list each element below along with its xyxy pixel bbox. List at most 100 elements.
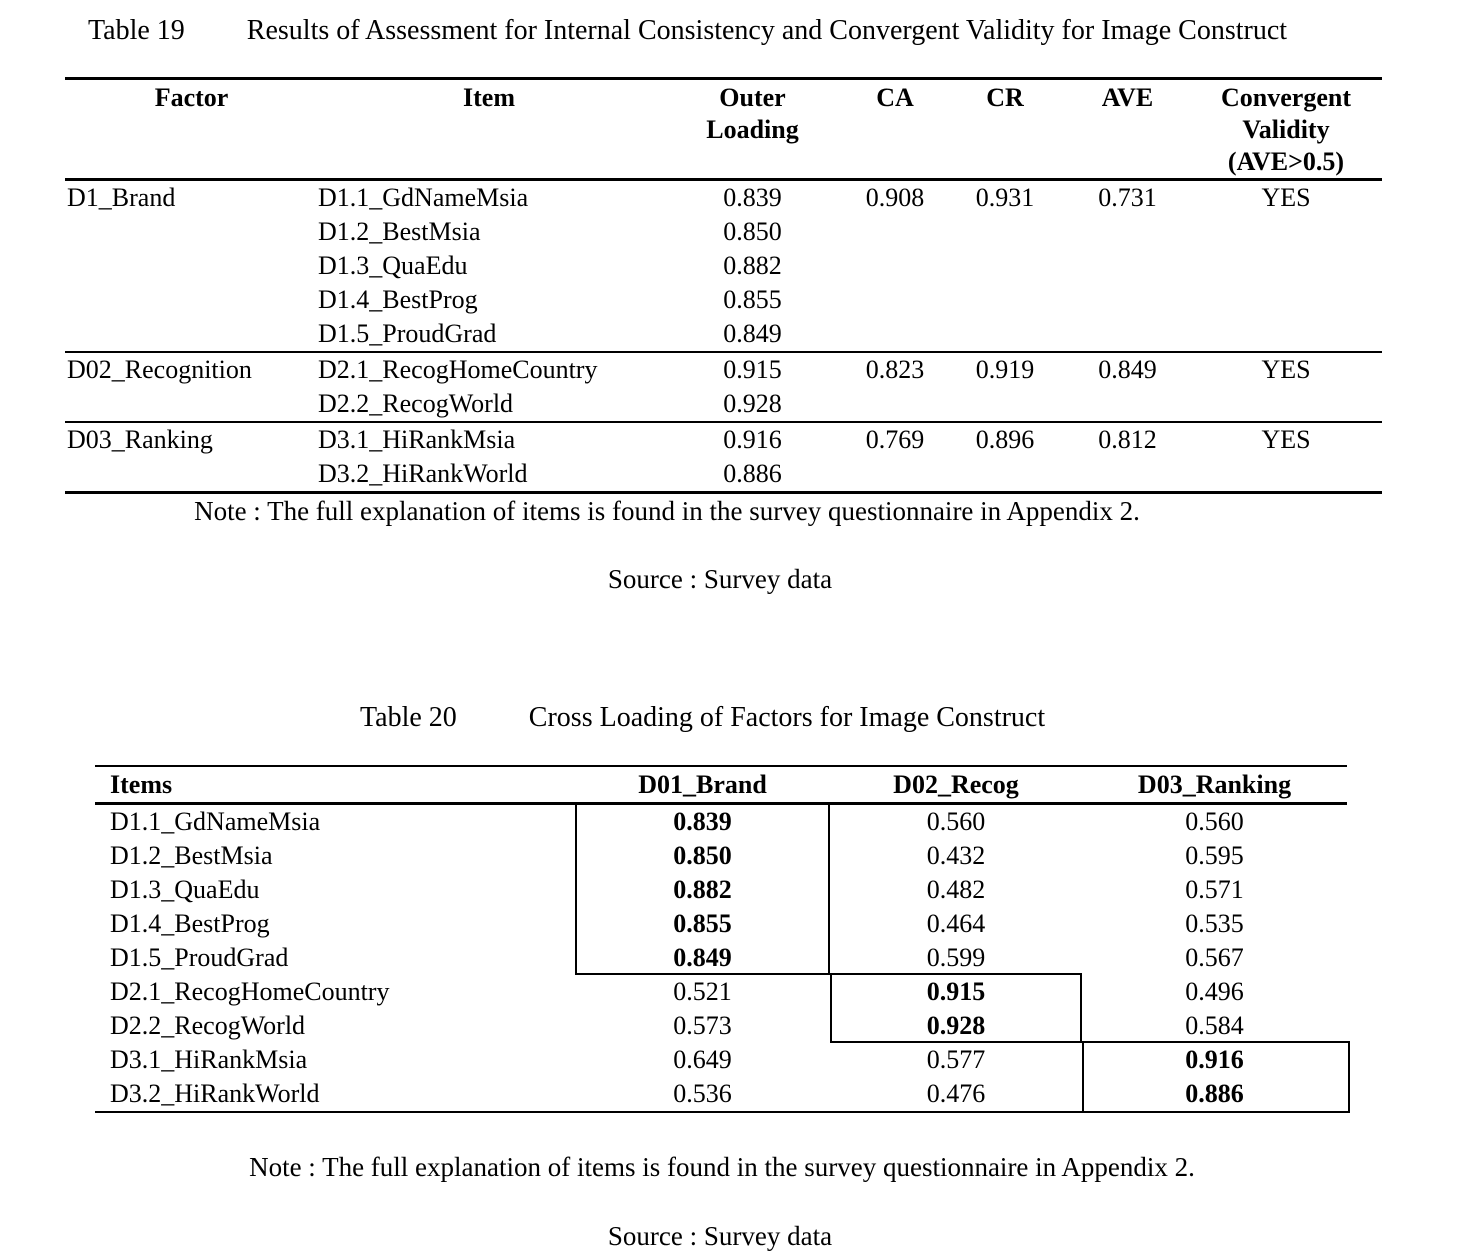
table19-header-cr: CR xyxy=(986,83,1024,112)
loading-cell: 0.928 xyxy=(926,1011,986,1040)
loading-cell: 0.839 xyxy=(673,807,732,836)
table-row: D3.2_HiRankWorld 0.536 0.476 0.886 xyxy=(95,1077,1347,1111)
item-cell: D1.2_BestMsia xyxy=(110,841,273,870)
item-cell: D1.3_QuaEdu xyxy=(318,251,468,280)
table20-body: D1.1_GdNameMsia 0.839 0.560 0.560 D1.2_BestM… xyxy=(95,805,1347,1111)
factor-cell: D1_Brand xyxy=(67,183,176,212)
loading-cell: 0.496 xyxy=(1185,977,1244,1006)
table20-header-d02-recog: D02_Recog xyxy=(893,770,1019,799)
item-cell: D2.2_RecogWorld xyxy=(110,1011,306,1040)
item-cell: D1.3_QuaEdu xyxy=(110,875,260,904)
ca-cell: 0.823 xyxy=(865,355,925,384)
table20-caption-label: Table 20 xyxy=(360,702,457,733)
table20-caption-title: Cross Loading of Factors for Image Const… xyxy=(528,702,1046,733)
item-cell: D3.2_HiRankWorld xyxy=(110,1079,320,1108)
ca-cell: 0.769 xyxy=(865,425,925,454)
outer-loading-cell: 0.850 xyxy=(723,217,782,246)
loading-cell: 0.886 xyxy=(1185,1079,1244,1108)
convergent-validity-cell: YES xyxy=(1261,183,1311,212)
loading-cell: 0.432 xyxy=(926,841,986,870)
table19-header-item: Item xyxy=(463,83,515,112)
outer-loading-cell: 0.839 xyxy=(723,183,782,212)
table20-source: Source : Survey data xyxy=(607,1221,833,1251)
table19-header-ave: AVE xyxy=(1101,83,1154,112)
outer-loading-cell: 0.916 xyxy=(723,425,782,454)
cr-cell: 0.931 xyxy=(975,183,1035,212)
item-cell: D1.2_BestMsia xyxy=(318,217,481,246)
cr-cell: 0.896 xyxy=(975,425,1035,454)
table-row: D2.2_RecogWorld 0.573 0.928 0.584 xyxy=(95,1009,1347,1043)
table-row: D1.5_ProudGrad 0.849 0.599 0.567 xyxy=(95,941,1347,975)
table19-body: D1_Brand D1.1_GdNameMsia 0.839 D1.2_BestMsi… xyxy=(65,181,1382,491)
ave-cell: 0.849 xyxy=(1098,355,1157,384)
convergent-validity-cell: YES xyxy=(1261,425,1311,454)
table20-header-d03-ranking: D03_Ranking xyxy=(1137,770,1292,799)
table-row: D1.4_BestProg 0.855 0.464 0.535 xyxy=(95,907,1347,941)
loading-cell: 0.571 xyxy=(1185,875,1244,904)
factor-group: D02_Recognition D2.1_RecogHomeCountry 0.91… xyxy=(65,351,1382,421)
item-cell: D3.1_HiRankMsia xyxy=(318,425,516,454)
table19-header-outer-loading: Outer Loading xyxy=(706,83,799,144)
loading-cell: 0.536 xyxy=(673,1079,732,1108)
table20-caption: Table 20 Cross Loading of Factors for Im… xyxy=(360,701,1045,735)
loading-cell: 0.850 xyxy=(673,841,732,870)
loading-cell: 0.849 xyxy=(673,943,732,972)
item-cell: D2.2_RecogWorld xyxy=(318,389,514,418)
item-cell: D1.5_ProudGrad xyxy=(110,943,289,972)
loading-cell: 0.521 xyxy=(673,977,732,1006)
table-row: D3.1_HiRankMsia 0.649 0.577 0.916 xyxy=(95,1043,1347,1077)
item-cell: D3.1_HiRankMsia xyxy=(110,1045,308,1074)
loading-cell: 0.476 xyxy=(926,1079,986,1108)
table20: Items D01_Brand D02_Recog D03_Ranking D1… xyxy=(95,765,1347,1113)
table19: Factor Item Outer Loading CA CR AVE Conv… xyxy=(65,77,1382,494)
item-cell: D1.1_GdNameMsia xyxy=(318,183,529,212)
factor-group: D03_Ranking D3.1_HiRankMsia 0.916 D3.2_HiRa… xyxy=(65,421,1382,491)
loading-cell: 0.567 xyxy=(1185,943,1244,972)
loading-cell: 0.464 xyxy=(926,909,986,938)
item-cell: D1.4_BestProg xyxy=(110,909,270,938)
loading-cell: 0.599 xyxy=(926,943,986,972)
loading-cell: 0.916 xyxy=(1185,1045,1244,1074)
table19-source: Source : Survey data xyxy=(607,564,833,594)
outer-loading-cell: 0.882 xyxy=(723,251,782,280)
table-row: D2.1_RecogHomeCountry 0.521 0.915 0.496 xyxy=(95,975,1347,1009)
cross-loading-box-d03-ranking xyxy=(1082,1041,1350,1113)
outer-loading-cell: 0.915 xyxy=(723,355,782,384)
table19-caption-title: Results of Assessment for Internal Consi… xyxy=(246,15,1288,46)
loading-cell: 0.560 xyxy=(926,807,986,836)
outer-loading-cell: 0.928 xyxy=(723,389,782,418)
item-cell: D1.1_GdNameMsia xyxy=(110,807,321,836)
table-row: D1.3_QuaEdu 0.882 0.482 0.571 xyxy=(95,873,1347,907)
table19-header-ca: CA xyxy=(876,83,914,112)
factor-cell: D02_Recognition xyxy=(67,355,252,384)
table20-header: Items D01_Brand D02_Recog D03_Ranking xyxy=(95,767,1347,805)
table19-caption-label: Table 19 xyxy=(88,15,185,46)
item-cell: D3.2_HiRankWorld xyxy=(318,459,528,488)
outer-loading-cell: 0.849 xyxy=(723,319,782,348)
item-cell: D1.4_BestProg xyxy=(318,285,478,314)
item-cell: D1.5_ProudGrad xyxy=(318,319,497,348)
table20-header-items: Items xyxy=(110,770,173,799)
table19-header-factor: Factor xyxy=(154,83,229,112)
loading-cell: 0.482 xyxy=(926,875,986,904)
table19-note: Note : The full explanation of items is … xyxy=(194,496,1140,526)
loading-cell: 0.560 xyxy=(1185,807,1244,836)
loading-cell: 0.915 xyxy=(926,977,986,1006)
item-cell: D2.1_RecogHomeCountry xyxy=(318,355,598,384)
ca-cell: 0.908 xyxy=(865,183,925,212)
table19-header-convergent-validity: Convergent Validity (AVE>0.5) xyxy=(1221,83,1351,176)
loading-cell: 0.595 xyxy=(1185,841,1244,870)
ave-cell: 0.812 xyxy=(1098,425,1157,454)
convergent-validity-cell: YES xyxy=(1261,355,1311,384)
cross-loading-box-d02-recog xyxy=(830,973,1082,1043)
outer-loading-cell: 0.855 xyxy=(723,285,782,314)
table20-note: Note : The full explanation of items is … xyxy=(249,1152,1195,1182)
factor-group: D1_Brand D1.1_GdNameMsia 0.839 D1.2_BestMsi… xyxy=(65,181,1382,351)
factor-cell: D03_Ranking xyxy=(67,425,213,454)
loading-cell: 0.573 xyxy=(673,1011,732,1040)
outer-loading-cell: 0.886 xyxy=(723,459,782,488)
table-row: D1.1_GdNameMsia 0.839 0.560 0.560 xyxy=(95,805,1347,839)
table-row: D1.2_BestMsia 0.850 0.432 0.595 xyxy=(95,839,1347,873)
table19-header: Factor Item Outer Loading CA CR AVE Conv… xyxy=(65,80,1382,181)
